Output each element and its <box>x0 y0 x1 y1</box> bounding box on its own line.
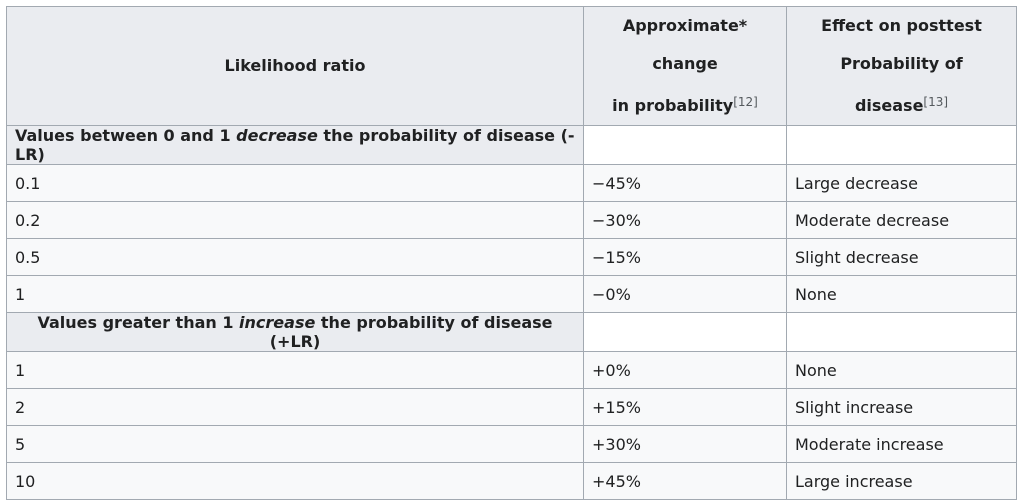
cell-likelihood-ratio: 0.2 <box>6 201 584 239</box>
header-text-line: Probability of disease <box>840 54 963 115</box>
table-row: 2 +15% Slight increase <box>6 388 1017 426</box>
cell-probability-change: +0% <box>583 351 787 389</box>
empty-cell <box>583 312 787 352</box>
empty-cell <box>786 312 1017 352</box>
table-header-row: Likelihood ratio Approximate* change in … <box>6 6 1017 126</box>
cell-probability-change: −15% <box>583 238 787 276</box>
reference-link-12[interactable]: [12] <box>733 95 758 109</box>
table-row: 5 +30% Moderate increase <box>6 425 1017 463</box>
cell-probability-change: +15% <box>583 388 787 426</box>
cell-probability-change: −30% <box>583 201 787 239</box>
table-row: 1 +0% None <box>6 351 1017 389</box>
cell-effect: Moderate decrease <box>786 201 1017 239</box>
section-header-row-positive-lr: Values greater than 1 increase the proba… <box>6 312 1017 352</box>
cell-probability-change: +45% <box>583 462 787 500</box>
column-header-likelihood-ratio: Likelihood ratio <box>6 6 584 126</box>
cell-effect: Slight decrease <box>786 238 1017 276</box>
reference-link-13[interactable]: [13] <box>923 95 949 109</box>
likelihood-ratio-table: Likelihood ratio Approximate* change in … <box>6 6 1017 500</box>
table-row: 0.1 −45% Large decrease <box>6 164 1017 202</box>
cell-effect: Large decrease <box>786 164 1017 202</box>
cell-likelihood-ratio: 2 <box>6 388 584 426</box>
cell-effect: Moderate increase <box>786 425 1017 463</box>
table-row: 1 −0% None <box>6 275 1017 313</box>
cell-probability-change: −0% <box>583 275 787 313</box>
header-text-line: in probability <box>612 96 734 115</box>
empty-cell <box>786 125 1017 165</box>
cell-likelihood-ratio: 0.1 <box>6 164 584 202</box>
cell-effect: Slight increase <box>786 388 1017 426</box>
cell-likelihood-ratio: 10 <box>6 462 584 500</box>
section-header-row-negative-lr: Values between 0 and 1 decrease the prob… <box>6 125 1017 165</box>
cell-likelihood-ratio: 0.5 <box>6 238 584 276</box>
cell-effect: None <box>786 275 1017 313</box>
cell-probability-change: −45% <box>583 164 787 202</box>
table-row: 10 +45% Large increase <box>6 462 1017 500</box>
table-row: 0.5 −15% Slight decrease <box>6 238 1017 276</box>
section-header-positive-lr: Values greater than 1 increase the proba… <box>6 312 584 352</box>
header-text-line: Approximate* change <box>622 16 748 73</box>
column-header-change-in-probability: Approximate* change in probability[12] <box>583 6 787 126</box>
header-text-line: Effect on posttest <box>821 16 982 35</box>
cell-likelihood-ratio: 1 <box>6 351 584 389</box>
cell-likelihood-ratio: 1 <box>6 275 584 313</box>
cell-probability-change: +30% <box>583 425 787 463</box>
column-header-effect-on-posttest: Effect on posttest Probability of diseas… <box>786 6 1017 126</box>
cell-effect: Large increase <box>786 462 1017 500</box>
cell-likelihood-ratio: 5 <box>6 425 584 463</box>
empty-cell <box>583 125 787 165</box>
likelihood-ratio-table-wrapper: Likelihood ratio Approximate* change in … <box>6 6 1017 500</box>
cell-effect: None <box>786 351 1017 389</box>
table-row: 0.2 −30% Moderate decrease <box>6 201 1017 239</box>
section-header-negative-lr: Values between 0 and 1 decrease the prob… <box>6 125 584 165</box>
